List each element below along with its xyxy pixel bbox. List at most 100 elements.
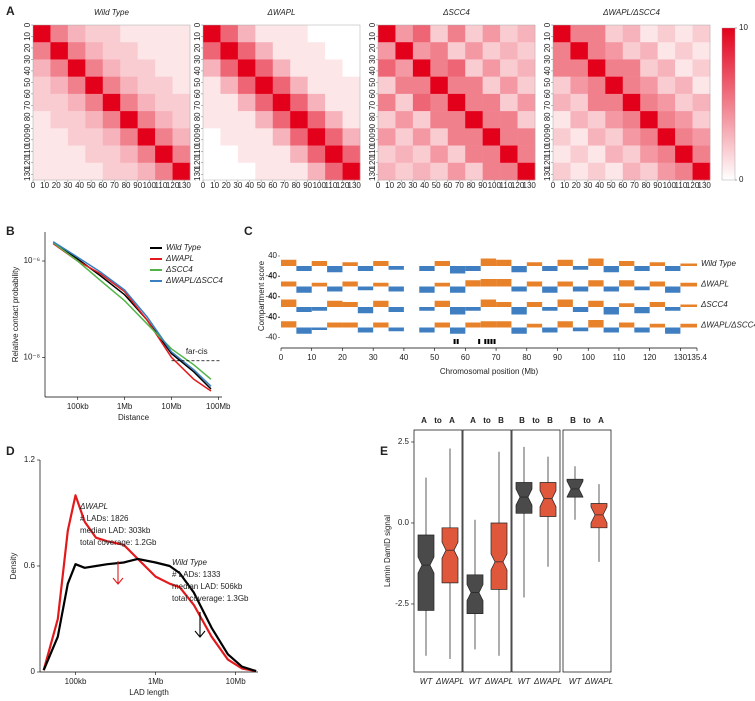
- x-tick-label: ΔWAPL: [435, 677, 464, 686]
- x-tick-label: 70: [110, 181, 119, 190]
- x-tick-label: 80: [642, 181, 651, 190]
- heatmap-cell: [587, 111, 606, 129]
- compartment-bar: [373, 282, 389, 287]
- x-tick-label: 60: [98, 181, 107, 190]
- x-tick-label: 80: [292, 181, 301, 190]
- y-tick-label: 100: [368, 133, 377, 147]
- x-tick-label: 110: [155, 181, 168, 190]
- heatmap-cell: [50, 76, 69, 95]
- facet-header: to: [583, 416, 591, 425]
- heatmap-cell: [692, 111, 711, 129]
- compartment-bar: [357, 307, 374, 314]
- x-tick-label: 110: [325, 181, 338, 190]
- heatmap-cell: [172, 76, 191, 95]
- y-tick-label: 30: [193, 54, 202, 63]
- heatmap-cell: [155, 111, 173, 129]
- heatmap-cell: [67, 76, 86, 95]
- x-axis-label: Distance: [118, 413, 150, 422]
- heatmap-cell: [255, 111, 274, 129]
- x-tick-label: ΔWAPL: [584, 677, 613, 686]
- x-tick-label: 40: [245, 181, 254, 190]
- heatmap-frame: [202, 24, 361, 181]
- y-tick-label: 0: [368, 22, 377, 27]
- x-axis-label: LAD length: [129, 688, 169, 697]
- compartment-bar: [542, 286, 558, 293]
- heatmap-cell: [85, 145, 104, 164]
- y-tick-label: 80: [23, 112, 32, 121]
- heatmap-cell: [290, 76, 308, 95]
- heatmap-cell: [500, 93, 518, 112]
- heatmap-cell: [657, 76, 676, 95]
- compartment-bar: [634, 266, 650, 271]
- heatmap-cell: [137, 25, 156, 43]
- heatmap-cell: [605, 162, 624, 181]
- heatmap-cell: [290, 93, 308, 112]
- heatmap-cell: [342, 162, 361, 181]
- series-line: [52, 242, 212, 380]
- heatmap-cell: [395, 128, 414, 146]
- panel-letter: D: [6, 444, 15, 458]
- heatmap-cell: [255, 76, 274, 95]
- heatmap-cell: [102, 111, 121, 129]
- heatmap-cell: [237, 42, 256, 60]
- heatmap-cell: [172, 128, 191, 146]
- facet-header: B: [547, 416, 553, 425]
- compartment-bar: [588, 320, 604, 328]
- heatmap-cell: [412, 145, 431, 164]
- x-tick-label: 100kb: [65, 677, 87, 686]
- compartment-bar: [480, 258, 497, 266]
- compartment-bar: [680, 263, 697, 266]
- y-tick-label: 60: [23, 89, 32, 98]
- heatmap-cell: [447, 162, 466, 181]
- heatmap-cell: [430, 128, 449, 146]
- heatmap-cell: [640, 59, 658, 77]
- heatmap-cell: [172, 162, 191, 181]
- legend-label: Wild Type: [166, 243, 201, 252]
- heatmap-cell: [307, 111, 326, 129]
- heatmap-cell: [220, 76, 239, 95]
- x-tick-label: 20: [52, 181, 61, 190]
- compartment-bar: [342, 322, 358, 328]
- heatmap-cell: [517, 111, 536, 129]
- heatmap-cell: [447, 25, 466, 43]
- heatmap-cell: [553, 145, 571, 164]
- y-tick-label: 100: [543, 133, 552, 147]
- y-tick-label: 80: [193, 112, 202, 121]
- heatmap-cell: [640, 145, 658, 164]
- compartment-bar: [557, 259, 573, 266]
- x-tick-label: 10: [560, 181, 569, 190]
- y-axis-label: Compartment score: [257, 260, 266, 331]
- heatmap-cell: [605, 42, 624, 60]
- facet-header: A: [421, 416, 427, 425]
- heatmap-cell: [553, 76, 571, 95]
- heatmap-cell: [640, 42, 658, 60]
- heatmap-cell: [517, 59, 536, 77]
- heatmap-cell: [172, 59, 191, 77]
- y-tick-label: 0: [31, 667, 36, 676]
- heatmap-cell: [220, 25, 239, 43]
- heatmap-cell: [237, 59, 256, 77]
- y-tick-label: 80: [543, 112, 552, 121]
- x-tick-label: 20: [572, 181, 581, 190]
- compartment-bar: [665, 286, 681, 293]
- x-tick-label: 40: [595, 181, 604, 190]
- compartment-bar: [603, 327, 619, 333]
- x-tick-label: 70: [630, 181, 639, 190]
- heatmap-cell: [325, 42, 343, 60]
- heatmap-cell: [85, 162, 104, 181]
- x-tick-label: 10: [40, 181, 49, 190]
- compartment-bar: [434, 300, 450, 307]
- heatmap-cell: [155, 59, 173, 77]
- heatmap-cell: [553, 162, 571, 181]
- heatmap-cell: [33, 145, 51, 164]
- y-tick-label: 40: [368, 66, 377, 75]
- heatmap-cell: [482, 162, 501, 181]
- heatmap-cell: [412, 93, 431, 112]
- heatmap-cell: [272, 93, 291, 112]
- y-tick-label: -40: [265, 312, 277, 321]
- heatmap-cell: [570, 128, 589, 146]
- heatmap-cell: [255, 145, 274, 164]
- y-axis-label: Density: [9, 553, 18, 580]
- heatmap-cell: [430, 111, 449, 129]
